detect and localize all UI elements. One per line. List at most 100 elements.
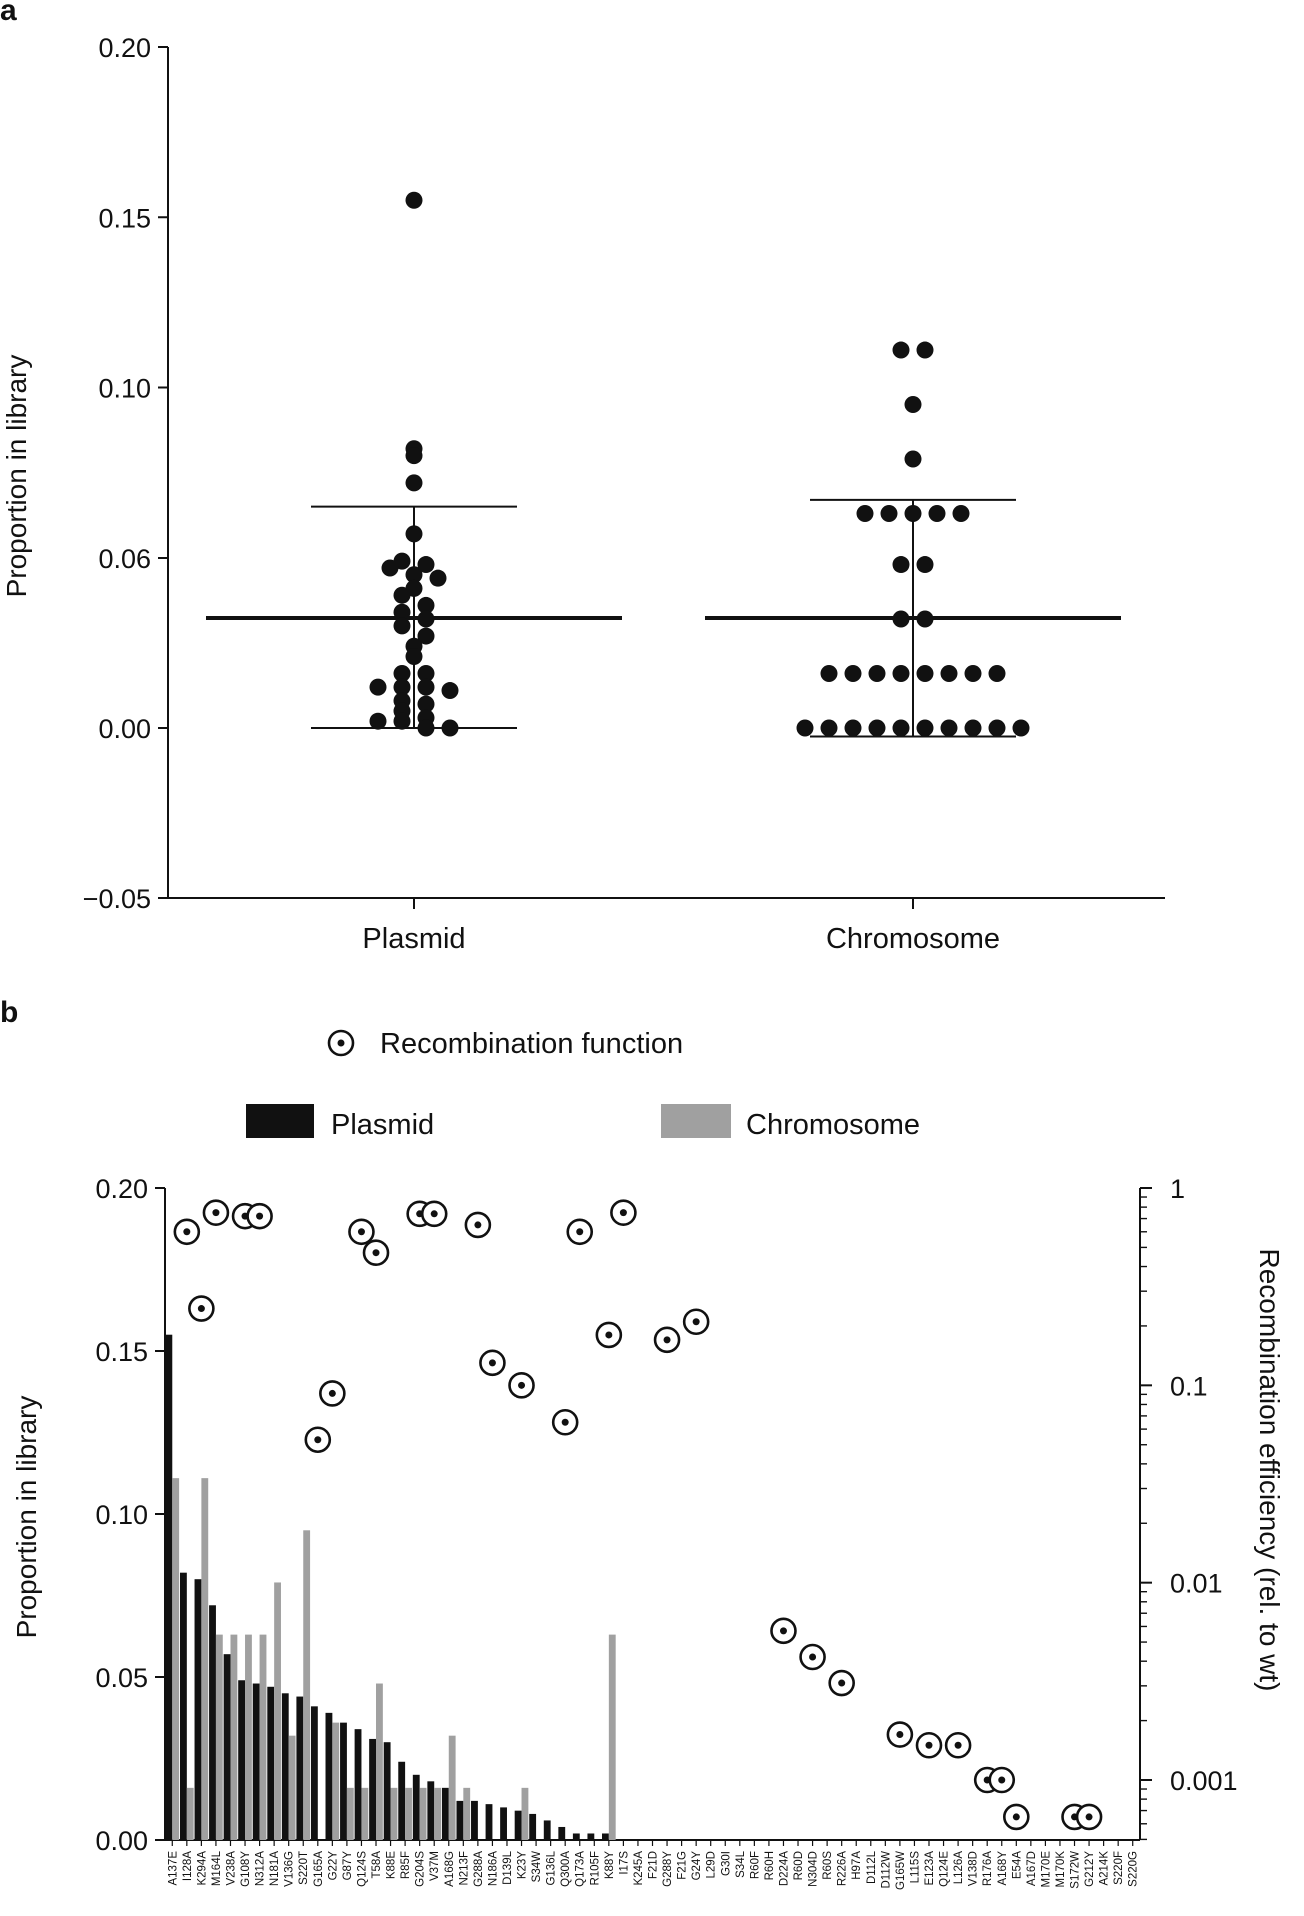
bar-plasmid [543, 1820, 551, 1840]
panel-a-axes: −0.05 0.00 0.06 0.10 0.15 0.20 Plasmid Chromoso… [83, 33, 1165, 955]
data-point [417, 627, 435, 645]
panel-b-x-tick-label: E123A [924, 1851, 936, 1886]
recombination-marker-dot [663, 1336, 671, 1344]
data-point [393, 712, 411, 730]
panel-b-x-tick-label: R60H [764, 1851, 776, 1880]
data-point [916, 341, 934, 359]
bar-plasmid [310, 1706, 318, 1840]
panel-b-x-tick-label: R60S [822, 1851, 834, 1880]
bar-chromosome [448, 1735, 456, 1840]
data-point [441, 682, 459, 700]
panel-b-x-tick-label: V138D [968, 1851, 980, 1886]
panel-b-x-tick-label: R85F [400, 1851, 412, 1879]
bar-chromosome [390, 1787, 398, 1840]
data-point [916, 610, 934, 628]
data-point [393, 586, 411, 604]
panel-b-x-tick-label: D112L [866, 1850, 878, 1884]
panel-b-y2-tick-label: 0.01 [1170, 1569, 1223, 1599]
data-point [393, 603, 411, 621]
recombination-marker-dot [561, 1418, 569, 1426]
recombination-marker-dot [1085, 1813, 1093, 1821]
legend-plasmid-label: Plasmid [331, 1109, 434, 1141]
panel-a-y-tick-label: 0.00 [98, 714, 151, 744]
data-point [417, 695, 435, 713]
bar-chromosome [259, 1634, 267, 1840]
recombination-marker-dot [954, 1741, 962, 1749]
data-point [988, 719, 1006, 737]
panel-b-x-tick-label: R60D [793, 1851, 805, 1880]
data-point [417, 556, 435, 574]
panel-b-x-tick-label: V136G [284, 1851, 296, 1887]
bar-chromosome [303, 1530, 311, 1840]
bar-plasmid [223, 1654, 231, 1840]
bar-chromosome [172, 1478, 180, 1840]
panel-b-x-tick-label: G24Y [691, 1851, 703, 1881]
bar-plasmid [354, 1729, 362, 1840]
panel-b-x-tick-label: R226A [837, 1851, 849, 1886]
recombination-marker-dot [372, 1249, 380, 1257]
bar-plasmid [602, 1833, 609, 1840]
recombination-marker-dot [779, 1627, 787, 1635]
data-point [369, 678, 387, 696]
panel-b-y2-tick-label: 0.001 [1170, 1766, 1238, 1796]
recombination-marker-dot [1012, 1813, 1020, 1821]
bar-chromosome [419, 1787, 427, 1840]
data-point [405, 191, 423, 209]
data-point [892, 719, 910, 737]
bar-chromosome [245, 1634, 252, 1840]
panel-b-x-tick-label: L115S [909, 1851, 921, 1884]
panel-b-x-tick-label: Q124S [356, 1851, 368, 1887]
recombination-marker-dot [605, 1331, 613, 1339]
panel-b-y-tick-label: 0.05 [95, 1663, 148, 1693]
panel-a-y-tick-label: 0.20 [98, 33, 151, 63]
panel-b-x-tick-label: M170E [1040, 1851, 1052, 1888]
panel-b-x-tick-label: F21D [648, 1851, 660, 1879]
data-point [940, 719, 958, 737]
panel-b-x-tick-label: R105F [589, 1851, 601, 1886]
bar-plasmid [209, 1605, 216, 1840]
bar-plasmid [441, 1787, 449, 1840]
bar-plasmid [369, 1738, 377, 1840]
bar-plasmid [500, 1807, 507, 1840]
panel-b-y-tick-label: 0.10 [95, 1500, 148, 1530]
panel-b-x-tick-label: D139L [502, 1850, 514, 1884]
panel-b-marks [165, 1199, 1103, 1840]
panel-b-x-tick-label: L29D [706, 1851, 718, 1879]
panel-b-x-tick-label: S220F [1113, 1851, 1125, 1885]
data-point [417, 610, 435, 628]
panel-b-x-tick-label: A137E [167, 1851, 179, 1886]
recombination-marker-dot [619, 1209, 627, 1217]
recombination-marker-dot [925, 1741, 933, 1749]
panel-b-x-tick-label: T58A [371, 1851, 383, 1879]
panel-b-x-tick-label: D112W [880, 1851, 892, 1889]
data-point [904, 504, 922, 522]
data-point [417, 678, 435, 696]
data-point [964, 719, 982, 737]
legend-recombination-marker-dot [337, 1039, 345, 1047]
panel-b-x-tick-label: A168Y [997, 1851, 1009, 1886]
bar-chromosome [405, 1787, 412, 1840]
bar-chromosome [332, 1722, 340, 1840]
panel-b-x-tick-label: Q300A [560, 1851, 572, 1887]
data-point [916, 665, 934, 683]
panel-b-y2-tick-label: 0.1 [1170, 1371, 1208, 1401]
bar-plasmid [325, 1712, 333, 1840]
panel-b-x-tick-label: N181A [269, 1851, 281, 1886]
data-point [820, 719, 838, 737]
data-point [405, 647, 423, 665]
panel-b-y2-axis-label: Recombination efficiency (rel. to wt) [1254, 1249, 1285, 1692]
panel-b-x-tick-label: Q124E [939, 1851, 951, 1887]
data-point [405, 525, 423, 543]
panel-b-x-tick-label: A167D [1026, 1851, 1038, 1886]
panel-b-x-tick-label: K88Y [604, 1851, 616, 1879]
recombination-marker-dot [357, 1228, 365, 1236]
data-point [369, 712, 387, 730]
data-point [892, 610, 910, 628]
bar-chromosome [521, 1787, 529, 1840]
panel-b-x-tick-label: E54A [1011, 1851, 1023, 1879]
recombination-marker-dot [518, 1381, 526, 1389]
panel-b-x-tick-label: A214K [1099, 1851, 1111, 1886]
data-point [844, 665, 862, 683]
bar-chromosome [186, 1787, 194, 1840]
